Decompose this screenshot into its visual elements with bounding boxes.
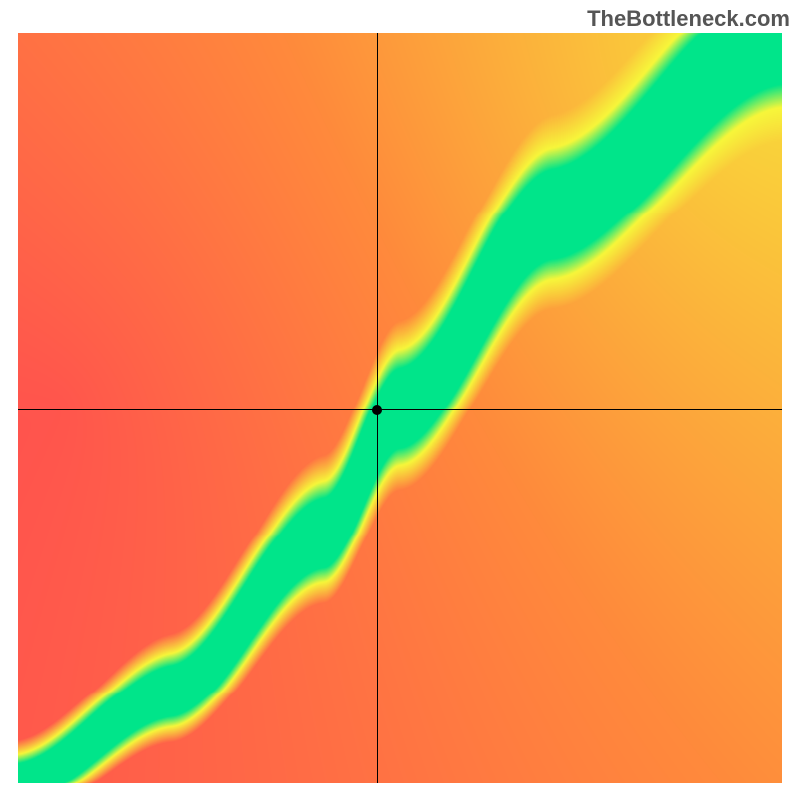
crosshair-horizontal: [18, 409, 782, 410]
heatmap-canvas: [18, 33, 782, 783]
chart-container: { "watermark": { "text": "TheBottleneck.…: [0, 0, 800, 800]
watermark-text: TheBottleneck.com: [587, 6, 790, 32]
heatmap-plot: [18, 33, 782, 783]
crosshair-marker: [372, 405, 382, 415]
